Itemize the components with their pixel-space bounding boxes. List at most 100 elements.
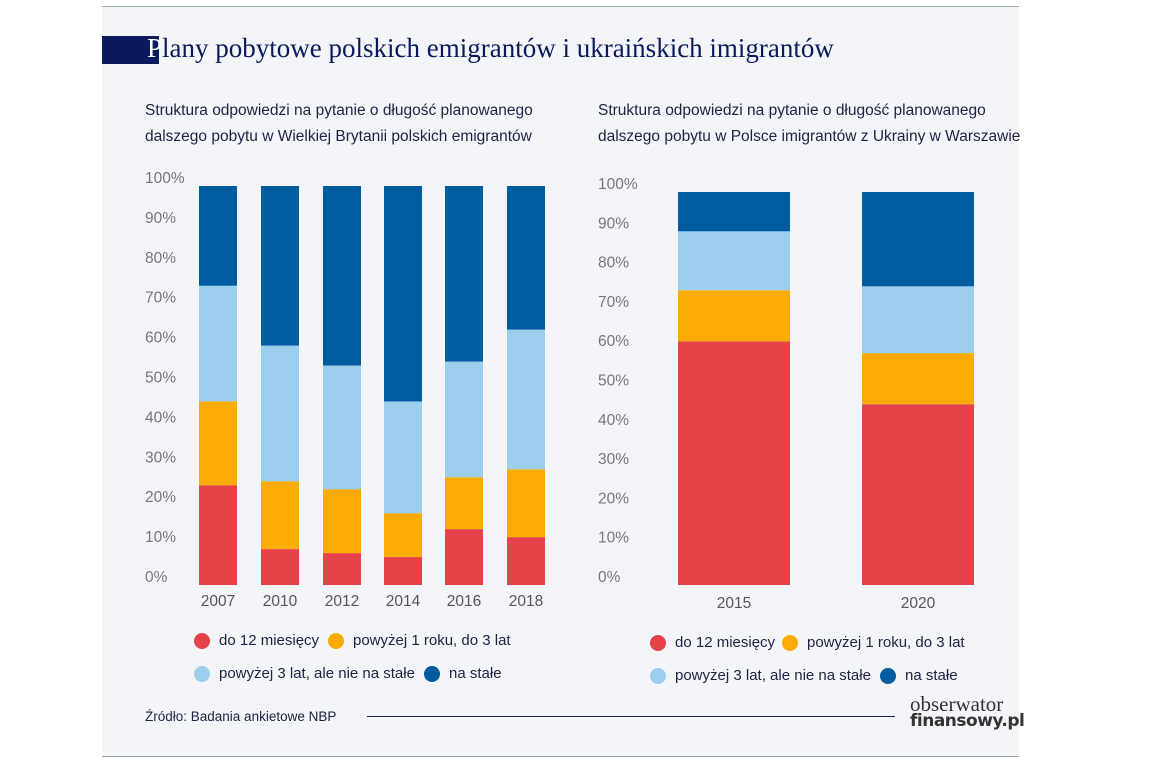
y-tick-label: 30%: [145, 449, 176, 466]
bar-segment: [384, 186, 422, 402]
bar-segment: [507, 329, 545, 470]
x-tick-label: 2016: [447, 593, 481, 610]
subtitle-line: Struktura odpowiedzi na pytanie o długoś…: [145, 102, 533, 119]
bar-segment: [199, 485, 237, 585]
legend-dot: [782, 634, 798, 651]
legend-dot: [194, 665, 210, 682]
legend-label: do 12 miesięcy: [219, 632, 320, 649]
legend-dot: [880, 667, 896, 684]
legend-label: powyżej 1 roku, do 3 lat: [807, 634, 965, 651]
bar-segment: [507, 537, 545, 585]
y-tick-label: 70%: [145, 290, 176, 307]
y-tick-label: 20%: [598, 490, 629, 507]
y-tick-label: 40%: [145, 409, 176, 426]
x-tick-label: 2020: [901, 595, 936, 612]
bar-segment: [678, 290, 790, 342]
y-tick-label: 0%: [598, 569, 621, 586]
bar-segment: [862, 353, 974, 405]
legend-item: powyżej 3 lat, ale nie na stałe: [194, 665, 415, 682]
legend-item: powyżej 3 lat, ale nie na stałe: [650, 667, 871, 684]
y-tick-label: 10%: [145, 529, 176, 546]
logo: obserwator finansowy.pl: [910, 692, 1025, 731]
source-divider: [367, 716, 895, 717]
y-tick-label: 0%: [145, 569, 168, 586]
legend-dot: [650, 634, 666, 651]
bar-segment: [261, 345, 299, 482]
legend-label: na stałe: [449, 665, 502, 682]
bar-segment: [678, 192, 790, 232]
bar-segment: [678, 231, 790, 291]
source-note: Źródło: Badania ankietowe NBP: [145, 709, 337, 724]
legend-item: powyżej 1 roku, do 3 lat: [328, 632, 511, 649]
left-chart-subtitle: Struktura odpowiedzi na pytanie o długoś…: [145, 98, 605, 150]
bar-segment: [261, 481, 299, 550]
y-tick-label: 30%: [598, 451, 629, 468]
legend-label: powyżej 1 roku, do 3 lat: [353, 632, 511, 649]
bar-segment: [323, 553, 361, 585]
bar-segment: [678, 341, 790, 585]
y-tick-label: 60%: [598, 333, 629, 350]
subtitle-line: Struktura odpowiedzi na pytanie o długoś…: [598, 102, 986, 119]
x-tick-label: 2012: [325, 593, 359, 610]
legend-dot: [194, 632, 210, 649]
x-tick-label: 2007: [201, 593, 235, 610]
bar-segment: [384, 513, 422, 558]
y-tick-label: 50%: [598, 373, 629, 390]
logo-line: finansowy.pl: [910, 711, 1025, 731]
legend-dot: [424, 665, 440, 682]
bar-segment: [323, 365, 361, 490]
y-tick-label: 100%: [598, 176, 638, 193]
x-tick-label: 2015: [717, 595, 751, 612]
bar-segment: [199, 285, 237, 402]
legend-item: na stałe: [880, 667, 958, 684]
legend-item: do 12 miesięcy: [650, 634, 775, 651]
page-title: Plany pobytowe polskich emigrantów i ukr…: [147, 33, 834, 64]
bar-segment: [507, 469, 545, 538]
legend-dot: [328, 632, 344, 649]
title-first-letter: P: [147, 33, 163, 63]
y-tick-label: 70%: [598, 294, 629, 311]
y-tick-label: 50%: [145, 370, 176, 387]
bar-segment: [199, 186, 237, 286]
legend-label: powyżej 3 lat, ale nie na stałe: [675, 667, 871, 684]
y-tick-label: 40%: [598, 412, 629, 429]
y-tick-label: 100%: [145, 170, 185, 187]
right-chart-subtitle: Struktura odpowiedzi na pytanie o długoś…: [598, 98, 1058, 150]
y-tick-label: 80%: [145, 250, 176, 267]
legend-item: powyżej 1 roku, do 3 lat: [782, 634, 965, 651]
bar-segment: [862, 404, 974, 585]
bar-segment: [445, 529, 483, 585]
title-accent-bar: [102, 36, 159, 64]
legend-label: do 12 miesięcy: [675, 634, 776, 651]
y-tick-label: 90%: [145, 210, 176, 227]
bar-segment: [445, 477, 483, 530]
bar-segment: [445, 361, 483, 478]
bar-segment: [261, 549, 299, 585]
x-tick-label: 2014: [386, 593, 421, 610]
bar-segment: [323, 186, 361, 366]
bar-segment: [862, 192, 974, 287]
y-tick-label: 90%: [598, 215, 629, 232]
y-tick-label: 20%: [145, 489, 176, 506]
title-text: lany pobytowe polskich emigrantów i ukra…: [162, 33, 834, 63]
y-tick-label: 10%: [598, 530, 629, 547]
bar-segment: [507, 186, 545, 330]
legend-label: powyżej 3 lat, ale nie na stałe: [219, 665, 415, 682]
y-tick-label: 60%: [145, 330, 176, 347]
legend-item: do 12 miesięcy: [194, 632, 319, 649]
bar-segment: [862, 286, 974, 354]
bar-segment: [261, 186, 299, 346]
legend-dot: [650, 667, 666, 684]
logo-line: obserwator: [910, 692, 1004, 716]
subtitle-line: dalszego pobytu w Wielkiej Brytanii pols…: [145, 128, 532, 145]
legend-item: na stałe: [424, 665, 502, 682]
bar-segment: [445, 186, 483, 362]
bar-segment: [384, 557, 422, 585]
subtitle-line: dalszego pobytu w Polsce imigrantów z Uk…: [598, 128, 1021, 145]
x-tick-label: 2010: [263, 593, 298, 610]
bar-segment: [199, 401, 237, 486]
legend-label: na stałe: [905, 667, 958, 684]
bar-segment: [384, 401, 422, 514]
bar-segment: [323, 489, 361, 554]
